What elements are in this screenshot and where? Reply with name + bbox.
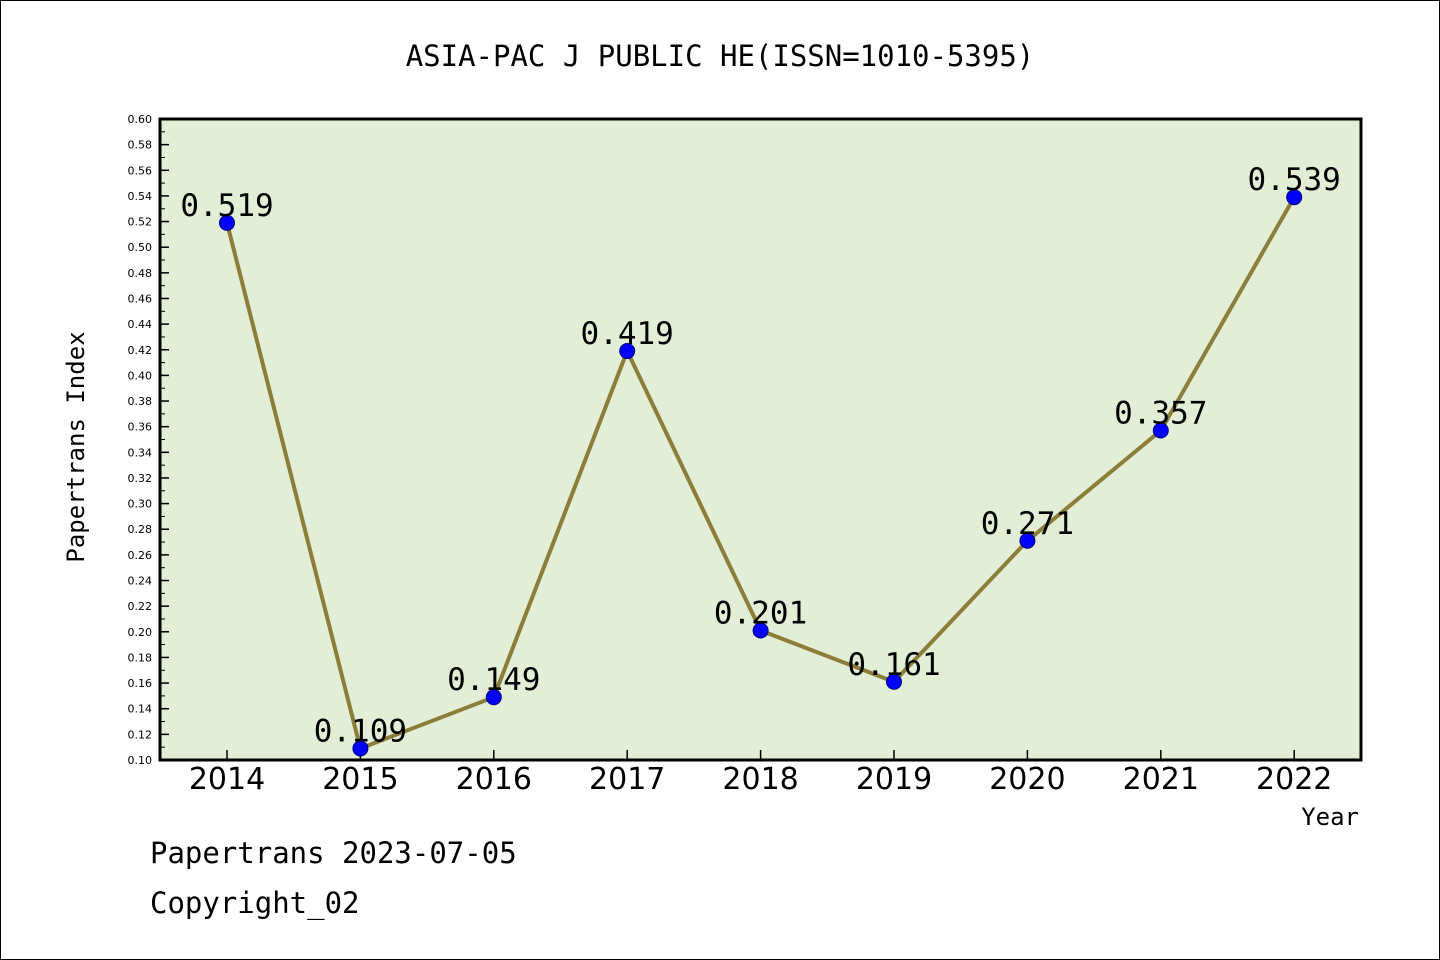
y-tick-label: 0.18 [128,651,153,664]
footer-copyright: Copyright_02 [150,886,360,920]
y-axis: 0.10 0.12 0.14 0.16 0.18 0.20 0.22 0.24 0.26 0.28… [128,113,169,767]
y-tick-label: 0.56 [128,164,153,177]
y-tick-label: 0.10 [128,754,153,767]
y-tick-label: 0.14 [128,703,153,716]
y-tick-label: 0.32 [128,472,153,485]
y-tick-label: 0.48 [128,267,153,280]
y-tick-label: 0.38 [128,395,153,408]
y-tick-label: 0.50 [128,241,153,254]
y-tick-label: 0.20 [128,626,153,639]
y-tick-label: 0.12 [128,728,153,741]
data-label: 0.357 [1114,396,1207,432]
data-label: 0.539 [1248,162,1341,198]
y-tick-label: 0.26 [128,549,153,562]
y-tick-label: 0.58 [128,139,153,152]
series-layer: 0.519 0.109 0.149 0.419 0.201 0.161 0.271 0.357… [180,162,1341,757]
data-label: 0.161 [847,647,940,683]
data-point [752,622,769,639]
x-tick-label: 2017 [589,762,665,797]
data-label: 0.201 [714,596,807,632]
y-tick-label: 0.44 [128,318,153,331]
data-point [1152,422,1169,439]
y-tick-label: 0.22 [128,600,153,613]
y-tick-label: 0.60 [128,113,153,126]
x-axis: 2014 2015 2016 2017 2018 2019 2020 2021 2022 [189,750,1332,797]
y-tick-label: 0.16 [128,677,153,690]
data-point [352,740,369,757]
data-label: 0.419 [581,316,674,352]
data-label: 0.149 [447,662,540,698]
y-tick-label: 0.30 [128,498,153,511]
x-axis-label: Year [1301,803,1359,831]
data-point [886,673,902,690]
x-tick-label: 2014 [189,762,265,797]
data-point [1019,532,1036,549]
y-tick-label: 0.34 [128,446,153,459]
y-tick-label: 0.54 [128,190,153,203]
data-label: 0.271 [981,506,1074,542]
y-tick-label: 0.36 [128,421,153,434]
data-label: 0.109 [314,713,407,749]
x-tick-label: 2018 [722,762,798,797]
x-tick-label: 2021 [1123,762,1199,797]
y-tick-label: 0.24 [128,575,153,588]
data-point [619,343,636,360]
data-point [1286,189,1303,206]
x-tick-label: 2015 [322,762,398,797]
x-tick-label: 2019 [856,762,932,797]
footer-date: Papertrans 2023-07-05 [150,836,517,870]
y-tick-label: 0.40 [128,369,153,382]
y-tick-label: 0.46 [128,292,153,305]
plot-area [158,117,1363,762]
chart-title: ASIA-PAC J PUBLIC HE(ISSN=1010-5395) [406,39,1035,73]
x-tick-label: 2016 [456,762,532,797]
y-tick-label: 0.52 [128,216,153,229]
y-tick-label: 0.42 [128,344,153,357]
data-point [219,214,235,231]
data-point [485,689,502,706]
y-axis-label: Papertrans Index [62,331,90,562]
x-tick-label: 2020 [989,762,1065,797]
y-tick-label: 0.28 [128,523,153,536]
data-label: 0.519 [180,188,273,224]
x-tick-label: 2022 [1256,762,1332,797]
